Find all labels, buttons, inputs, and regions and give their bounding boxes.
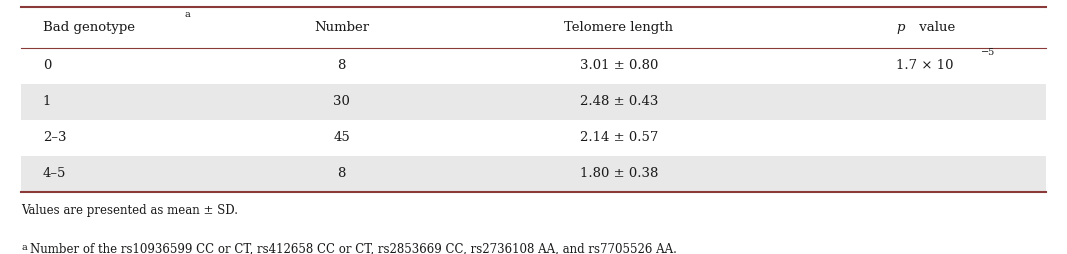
Text: 1.80 ± 0.38: 1.80 ± 0.38 — [579, 167, 658, 180]
Text: a: a — [185, 10, 190, 19]
Text: Values are presented as mean ± SD.: Values are presented as mean ± SD. — [21, 204, 238, 217]
Text: Telomere length: Telomere length — [564, 21, 673, 34]
Text: p: p — [896, 21, 905, 34]
Text: 2.48 ± 0.43: 2.48 ± 0.43 — [579, 95, 658, 108]
Text: Number of the rs10936599 CC or CT, rs412658 CC or CT, rs2853669 CC, rs2736108 AA: Number of the rs10936599 CC or CT, rs412… — [30, 243, 676, 254]
Text: Bad genotype: Bad genotype — [43, 21, 134, 34]
Text: 8: 8 — [337, 167, 346, 180]
Text: Number: Number — [314, 21, 369, 34]
Text: 2.14 ± 0.57: 2.14 ± 0.57 — [579, 131, 658, 144]
Text: 2–3: 2–3 — [43, 131, 66, 144]
Text: 30: 30 — [333, 95, 350, 108]
Text: 45: 45 — [333, 131, 350, 144]
Text: 0: 0 — [43, 59, 51, 72]
Text: −5: −5 — [981, 48, 994, 57]
Text: a: a — [21, 243, 27, 252]
Text: value: value — [915, 21, 956, 34]
Text: 8: 8 — [337, 59, 346, 72]
Text: 1: 1 — [43, 95, 51, 108]
Text: 1.7 × 10: 1.7 × 10 — [896, 59, 954, 72]
Text: 4–5: 4–5 — [43, 167, 66, 180]
Text: 3.01 ± 0.80: 3.01 ± 0.80 — [579, 59, 658, 72]
